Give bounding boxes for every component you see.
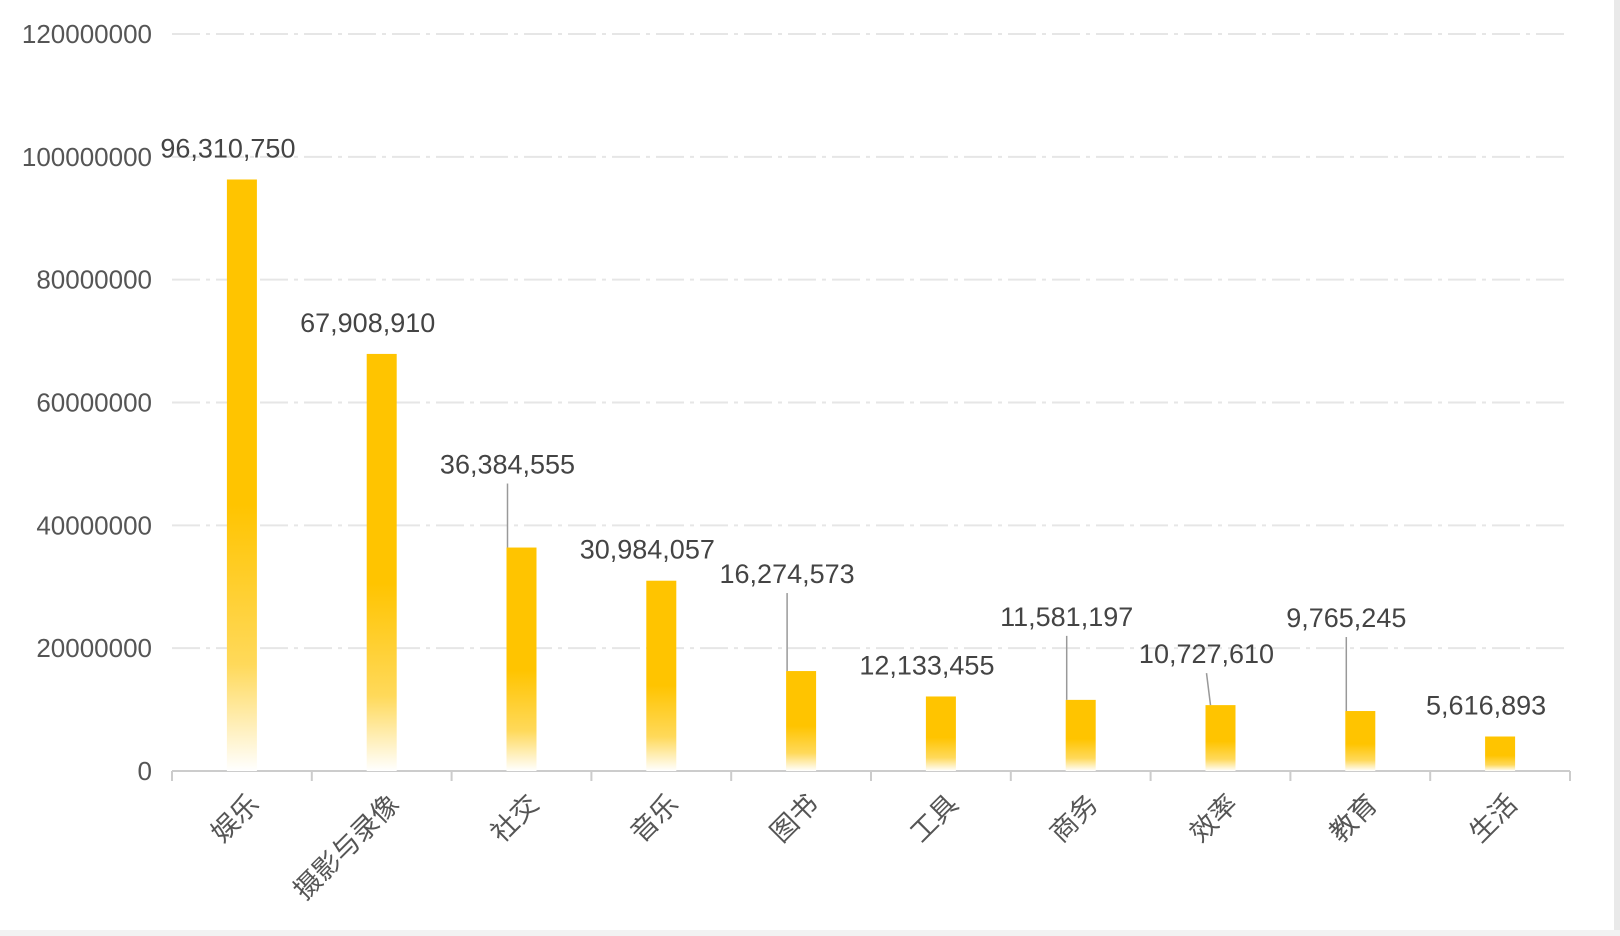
bar (1485, 736, 1516, 771)
x-category-label: 工具 (904, 789, 964, 849)
x-category-label: 商务 (1044, 789, 1104, 849)
data-label: 9,765,245 (1286, 603, 1406, 633)
y-tick-label: 20000000 (36, 633, 152, 663)
data-label: 16,274,573 (720, 559, 855, 589)
bar (925, 696, 956, 771)
data-label: 12,133,455 (859, 650, 994, 680)
bars (226, 179, 1516, 772)
y-tick-label: 60000000 (36, 388, 152, 418)
x-category-label: 娱乐 (205, 789, 265, 849)
x-category-label: 音乐 (625, 789, 685, 849)
data-label: 67,908,910 (300, 308, 435, 338)
data-label: 30,984,057 (580, 535, 715, 565)
x-category-label: 摄影与录像 (288, 789, 405, 906)
grid-lines (172, 33, 1570, 650)
window-edge-bottom (0, 930, 1620, 936)
bar (1065, 699, 1096, 771)
data-label: 10,727,610 (1139, 639, 1274, 669)
bar (226, 179, 257, 772)
bar (1205, 705, 1236, 771)
bar (1345, 711, 1376, 771)
data-labels: 96,310,750 67,908,910 36,384,555 30,984,057… (160, 133, 1546, 720)
data-label: 11,581,197 (1000, 602, 1133, 632)
bar (646, 580, 677, 771)
bar (786, 671, 817, 771)
leader-line (1205, 673, 1212, 706)
x-category-label: 生活 (1464, 789, 1524, 849)
x-category-label: 效率 (1184, 789, 1244, 849)
x-category-label: 教育 (1324, 789, 1384, 849)
bar (366, 353, 397, 771)
y-tick-label: 100000000 (22, 142, 152, 172)
data-label: 36,384,555 (440, 450, 575, 480)
y-tick-label: 80000000 (36, 265, 152, 295)
data-label: 96,310,750 (160, 133, 295, 163)
y-tick-label: 40000000 (36, 510, 152, 540)
y-tick-label: 120000000 (22, 19, 152, 49)
x-category-label: 社交 (485, 789, 545, 849)
y-tick-label: 0 (138, 756, 152, 786)
bar (506, 547, 537, 771)
window-edge-right (1614, 0, 1620, 936)
data-label: 5,616,893 (1426, 691, 1546, 721)
x-category-label: 图书 (765, 789, 825, 849)
